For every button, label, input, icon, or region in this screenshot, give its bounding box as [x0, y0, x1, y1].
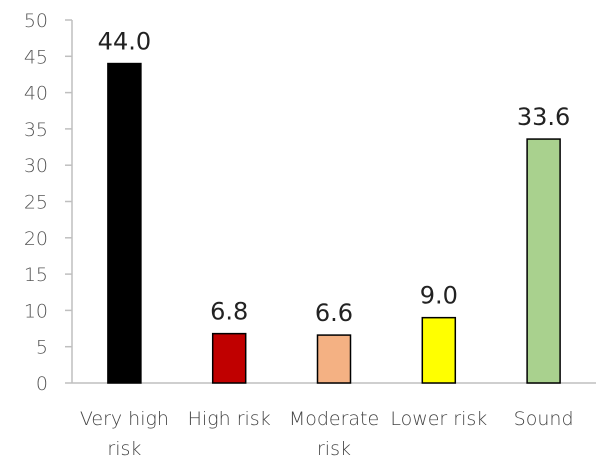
y-tick-label: 50 — [24, 10, 48, 32]
category-label: Lower risk — [390, 408, 487, 430]
bar — [421, 316, 457, 384]
y-tick-label: 15 — [24, 264, 48, 286]
data-label: 44.0 — [98, 28, 151, 56]
bar — [316, 334, 352, 384]
data-label: 6.8 — [210, 298, 248, 326]
bar — [107, 62, 142, 384]
y-tick-label: 30 — [24, 155, 48, 177]
data-label: 33.6 — [517, 103, 570, 131]
data-label: 6.6 — [315, 299, 353, 327]
y-tick-label: 25 — [24, 192, 48, 214]
category-labels-group: Very high risk High risk Moderate risk Lower … — [80, 408, 574, 460]
bars-group — [107, 62, 561, 384]
category-label: Very high — [80, 408, 169, 430]
category-label: risk — [317, 438, 351, 460]
category-label: Sound — [514, 408, 574, 430]
bar — [526, 138, 561, 384]
y-tick-label: 40 — [24, 83, 48, 105]
y-axis-ticks: 0 5 10 15 20 25 30 35 40 45 50 — [24, 10, 72, 395]
category-label: Moderate — [289, 408, 379, 430]
y-tick-label: 45 — [24, 46, 48, 68]
data-label: 9.0 — [420, 282, 458, 310]
y-tick-label: 0 — [36, 373, 48, 395]
data-labels-group: 44.0 6.8 6.6 9.0 33.6 — [98, 28, 571, 328]
y-tick-label: 10 — [24, 300, 48, 322]
category-label: High risk — [188, 408, 271, 430]
bar — [211, 332, 247, 384]
y-tick-label: 35 — [24, 119, 48, 141]
y-tick-label: 20 — [24, 228, 48, 250]
y-tick-label: 5 — [36, 337, 48, 359]
category-label: risk — [107, 438, 141, 460]
